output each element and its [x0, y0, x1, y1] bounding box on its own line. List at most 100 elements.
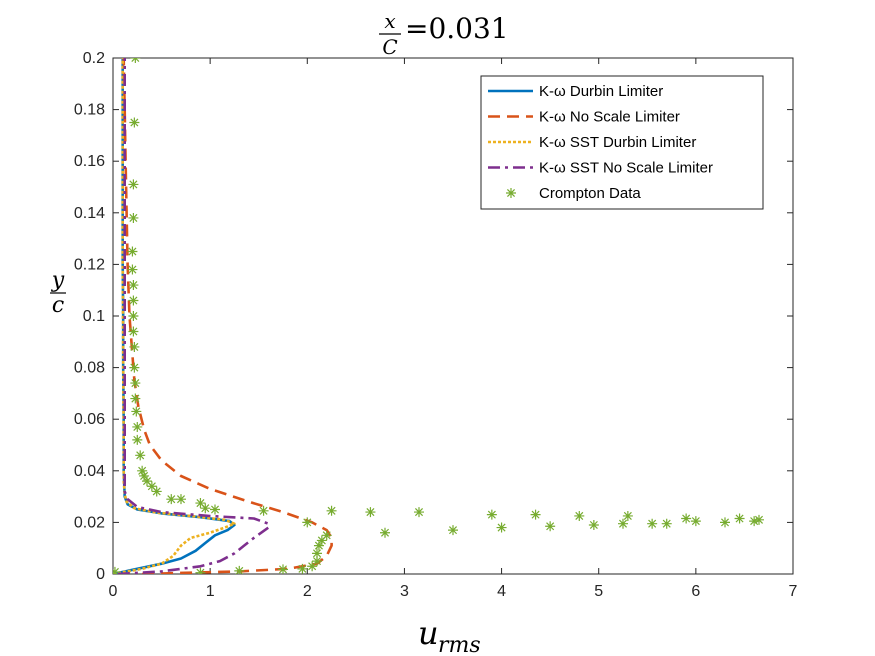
- y-tick-label: 0.2: [83, 50, 105, 67]
- data-point: [297, 563, 308, 574]
- data-point: [622, 510, 633, 521]
- data-point: [127, 246, 138, 257]
- legend-label: K-ω SST No Scale Limiter: [539, 160, 713, 177]
- legend-item: K-ω No Scale Limiter: [488, 109, 680, 126]
- data-point: [128, 311, 139, 321]
- data-point: [278, 564, 288, 574]
- x-axis-label: u rms: [418, 614, 481, 656]
- x-tick-label: 0: [109, 583, 118, 600]
- legend-swatch: [506, 188, 516, 198]
- y-tick-label: 0.12: [74, 256, 105, 273]
- x-tick-label: 1: [206, 583, 215, 600]
- data-point: [129, 117, 140, 128]
- data-point: [131, 406, 142, 417]
- title-numerator: x: [384, 9, 395, 33]
- series-line: [117, 58, 270, 574]
- data-point: [195, 498, 206, 509]
- data-point: [128, 280, 139, 291]
- legend-item: K-ω SST No Scale Limiter: [488, 160, 713, 177]
- data-point: [734, 513, 745, 524]
- data-point: [113, 566, 120, 574]
- data-point: [313, 540, 324, 551]
- data-point: [146, 481, 157, 492]
- data-point: [316, 535, 327, 546]
- y-tick-label: 0.02: [74, 514, 105, 531]
- legend-label: Crompton Data: [539, 185, 641, 202]
- series-3: [117, 58, 270, 574]
- data-point: [200, 503, 211, 514]
- title-value: =0.031: [405, 12, 509, 45]
- legend-item: Crompton Data: [506, 185, 641, 202]
- legend-label: K-ω No Scale Limiter: [539, 109, 680, 126]
- data-point: [128, 212, 139, 223]
- data-point: [365, 507, 376, 518]
- data-point: [151, 486, 162, 497]
- y-tick-label: 0.16: [74, 153, 105, 170]
- series-2: [113, 58, 236, 574]
- x-tick-label: 6: [691, 583, 700, 600]
- data-point: [647, 518, 658, 529]
- data-point: [588, 519, 599, 530]
- legend: K-ω Durbin Limiter K-ω No Scale Limiter K-…: [480, 75, 764, 210]
- data-point: [690, 516, 701, 527]
- data-point: [130, 58, 141, 63]
- legend-label: K-ω SST Durbin Limiter: [539, 134, 696, 151]
- series-layer: [113, 58, 764, 574]
- y-tick-label: 0.18: [74, 102, 105, 119]
- xlabel-main: u: [418, 614, 439, 652]
- x-tick-label: 3: [400, 583, 409, 600]
- data-point: [258, 505, 269, 516]
- series-line: [113, 58, 236, 574]
- y-tick-label: 0.06: [74, 411, 105, 428]
- data-point: [132, 421, 143, 432]
- data-point: [129, 362, 140, 373]
- y-tick-label: 0.1: [83, 308, 105, 325]
- y-tick-label: 0.04: [74, 463, 105, 480]
- data-point: [234, 565, 245, 574]
- y-tick-label: 0: [96, 566, 105, 583]
- data-point: [618, 518, 628, 529]
- data-point: [128, 179, 139, 190]
- data-point: [137, 465, 148, 476]
- data-point: [486, 509, 497, 520]
- x-tick-label: 4: [497, 583, 506, 600]
- data-point: [749, 516, 760, 527]
- data-point: [681, 513, 692, 524]
- data-point: [210, 504, 220, 515]
- data-point: [380, 527, 390, 538]
- x-tick-label: 7: [789, 583, 798, 600]
- data-point: [312, 548, 322, 559]
- data-point: [166, 494, 177, 505]
- data-point: [530, 509, 541, 520]
- y-tick-label: 0.14: [74, 205, 105, 222]
- data-point: [128, 295, 139, 306]
- legend-item: K-ω Durbin Limiter: [488, 83, 663, 100]
- data-point: [326, 505, 337, 516]
- series-line: [113, 58, 236, 574]
- data-point: [414, 507, 424, 518]
- chart-title: x C =0.031: [379, 9, 509, 59]
- x-tick-label: 2: [303, 583, 312, 600]
- data-point: [142, 476, 152, 487]
- data-point: [754, 514, 764, 525]
- data-point: [496, 522, 507, 533]
- ylabel-denominator: c: [52, 293, 64, 318]
- data-point: [720, 517, 730, 528]
- data-point: [302, 517, 313, 528]
- y-axis: 0 0.02 0.04 0.06 0.08 0.1 0.12 0.14 0.16 0.18 0.2: [74, 50, 793, 583]
- data-point: [312, 556, 322, 567]
- data-point: [307, 561, 318, 572]
- data-point: [661, 518, 672, 529]
- data-point: [130, 378, 141, 389]
- legend-label: K-ω Durbin Limiter: [539, 83, 663, 100]
- x-axis: 0 1 2 3 4 5 6 7: [109, 58, 798, 600]
- ylabel-numerator: y: [51, 268, 65, 293]
- y-axis-label: y c: [50, 268, 66, 318]
- y-tick-label: 0.08: [74, 360, 105, 377]
- data-point: [132, 434, 143, 445]
- xlabel-subscript: rms: [438, 633, 481, 656]
- data-point: [176, 494, 186, 505]
- series-0: [113, 58, 236, 574]
- data-point: [139, 470, 150, 481]
